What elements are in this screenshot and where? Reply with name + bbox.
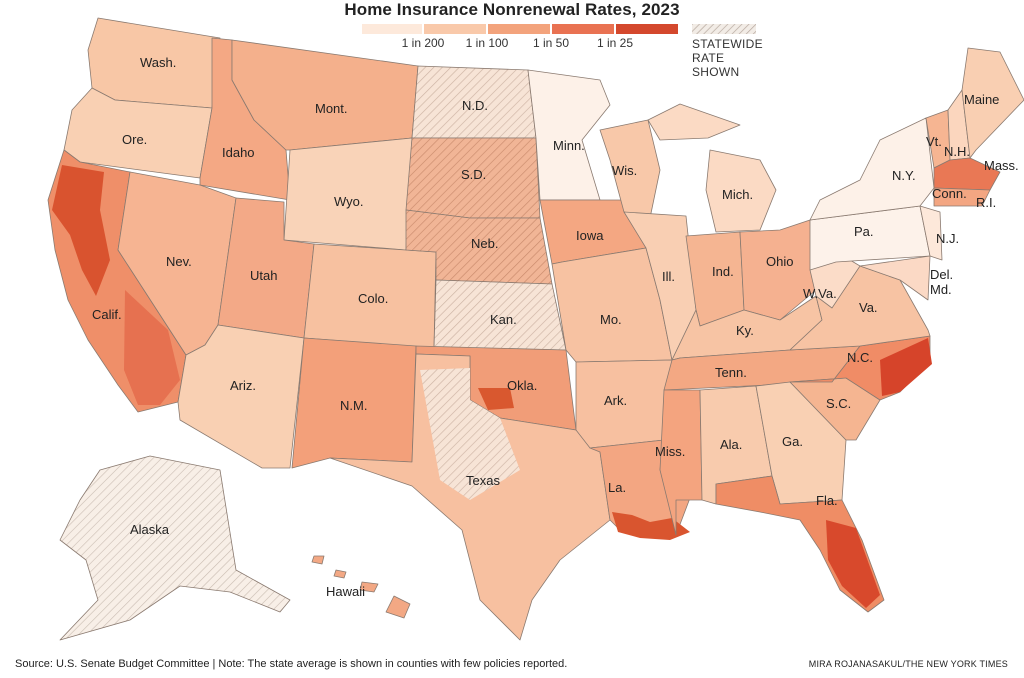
state-labels: Wash. Ore. Calif. Idaho Nev. Mont. Wyo. … [92, 55, 1019, 599]
label-az: Ariz. [230, 378, 256, 393]
label-nd: N.D. [462, 98, 488, 113]
label-in: Ind. [712, 264, 734, 279]
label-de: Del. [930, 267, 953, 282]
state-or [63, 87, 213, 179]
legend-tick-1in200: 1 in 200 [401, 36, 445, 50]
label-ne: Neb. [471, 236, 498, 251]
state-hi-big [385, 595, 411, 619]
label-ky: Ky. [736, 323, 754, 338]
state-hi-kauai [311, 555, 325, 565]
label-wv: W.Va. [803, 286, 837, 301]
legend-tick-1in50: 1 in 50 [532, 36, 570, 50]
label-ca: Calif. [92, 307, 122, 322]
state-hi-oahu [333, 569, 347, 579]
label-nv: Nev. [166, 254, 192, 269]
state-mi-up [647, 103, 741, 141]
legend-statewide-label: STATEWIDE RATE SHOWN [692, 37, 763, 79]
label-ms: Miss. [655, 444, 685, 459]
state-az [177, 324, 305, 469]
label-tx: Texas [466, 473, 500, 488]
label-al: Ala. [720, 437, 742, 452]
label-hi: Hawaii [326, 584, 365, 599]
legend-tick-1in25: 1 in 25 [596, 36, 634, 50]
credit: MIRA ROJANASAKUL/THE NEW YORK TIMES [808, 659, 1008, 669]
label-nh: N.H. [944, 144, 970, 159]
label-mn: Minn. [553, 138, 585, 153]
label-co: Colo. [358, 291, 388, 306]
legend-swatch-mid [488, 24, 550, 34]
label-ri: R.I. [976, 195, 996, 210]
label-sc: S.C. [826, 396, 851, 411]
label-vt: Vt. [926, 134, 942, 149]
label-ok: Okla. [507, 378, 537, 393]
label-ny: N.Y. [892, 168, 916, 183]
state-hi-maui [359, 581, 379, 593]
state-ct-ri [933, 187, 991, 207]
label-or: Ore. [122, 132, 147, 147]
label-nc: N.C. [847, 350, 873, 365]
label-la: La. [608, 480, 626, 495]
label-mt: Mont. [315, 101, 348, 116]
state-nj [919, 205, 943, 261]
legend-tick-1in100: 1 in 100 [465, 36, 509, 50]
state-mn [527, 69, 611, 201]
label-id: Idaho [222, 145, 255, 160]
label-fl: Fla. [816, 493, 838, 508]
state-mi [705, 149, 777, 233]
label-ma: Mass. [984, 158, 1019, 173]
label-ct: Conn. [932, 186, 967, 201]
state-ny [809, 117, 935, 221]
state-nc-coast-hot [880, 338, 932, 396]
label-sd: S.D. [461, 167, 486, 182]
label-mi: Mich. [722, 187, 753, 202]
label-ak: Alaska [130, 522, 170, 537]
label-ga: Ga. [782, 434, 803, 449]
label-wy: Wyo. [334, 194, 364, 209]
label-wa: Wash. [140, 55, 176, 70]
label-pa: Pa. [854, 224, 874, 239]
label-md: Md. [930, 282, 952, 297]
state-de-md [859, 255, 931, 301]
state-ca-coast-hot [52, 165, 110, 296]
label-tn: Tenn. [715, 365, 747, 380]
label-mo: Mo. [600, 312, 622, 327]
label-il: Ill. [662, 269, 675, 284]
label-ut: Utah [250, 268, 277, 283]
state-ak [59, 455, 291, 641]
legend-swatch-statewide [692, 24, 756, 34]
legend-swatch-highest [616, 24, 678, 34]
state-tx-hatch [420, 368, 520, 500]
state-fl-peninsula-hot [826, 520, 880, 608]
legend-swatch-lowest [362, 24, 422, 34]
label-oh: Ohio [766, 254, 793, 269]
label-ks: Kan. [490, 312, 517, 327]
legend: 1 in 200 1 in 100 1 in 50 1 in 25 STATEW… [362, 24, 763, 79]
label-va: Va. [859, 300, 878, 315]
label-ar: Ark. [604, 393, 627, 408]
label-wi: Wis. [612, 163, 637, 178]
label-me: Maine [964, 92, 999, 107]
map-title: Home Insurance Nonrenewal Rates, 2023 [344, 0, 680, 19]
state-ok-hot [478, 388, 514, 410]
label-ia: Iowa [576, 228, 604, 243]
source-note: Source: U.S. Senate Budget Committee | N… [15, 658, 568, 670]
state-la-coast [612, 512, 690, 540]
legend-swatch-low [424, 24, 486, 34]
legend-swatch-high [552, 24, 614, 34]
label-nm: N.M. [340, 398, 367, 413]
label-nj: N.J. [936, 231, 959, 246]
state-ca-south [124, 290, 180, 405]
